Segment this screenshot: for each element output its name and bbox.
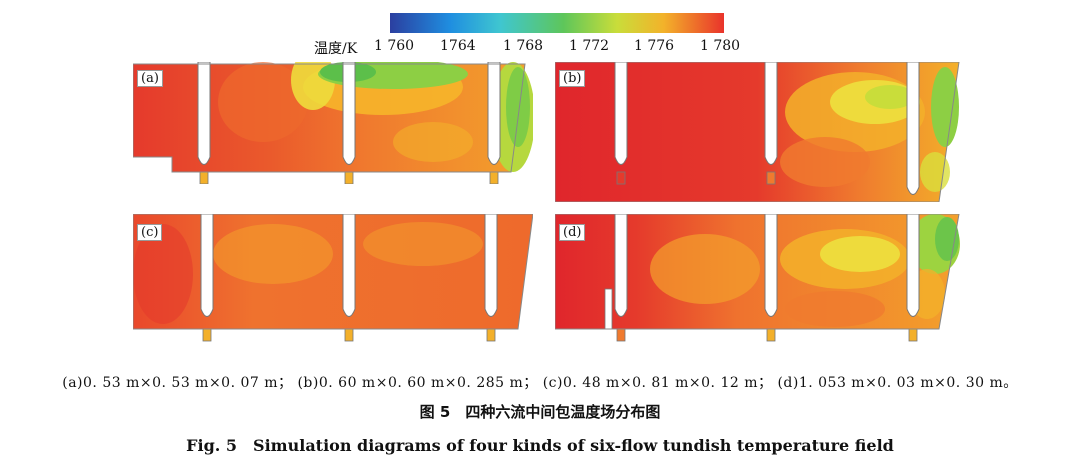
figure-caption-chinese: 图 5 四种六流中间包温度场分布图 <box>419 403 661 421</box>
panel-b-temperature-field <box>555 62 960 202</box>
colorbar-tick: 1 772 <box>569 38 610 54</box>
panel-c-temperature-field <box>133 214 533 342</box>
colorbar-tick: 1 760 <box>374 38 415 54</box>
panel-label-c: (c) <box>137 224 163 241</box>
panel-d-temperature-field <box>555 214 960 342</box>
colorbar-title: 温度/K <box>314 41 358 57</box>
colorbar-tick: 1 768 <box>503 38 544 54</box>
subfigure-captions: (a)0. 53 m×0. 53 m×0. 07 m； (b)0. 60 m×0… <box>62 375 1018 391</box>
panel-label-d: (d) <box>559 224 586 241</box>
colorbar-tick: 1764 <box>440 38 476 54</box>
panel-label-b: (b) <box>559 70 586 87</box>
colorbar-tick: 1 780 <box>700 38 741 54</box>
panel-label-a: (a) <box>137 70 163 87</box>
panel-a-temperature-field <box>133 62 533 184</box>
colorbar <box>390 13 724 33</box>
colorbar-tick: 1 776 <box>634 38 675 54</box>
figure-caption-english: Fig. 5 Simulation diagrams of four kinds… <box>186 436 894 455</box>
